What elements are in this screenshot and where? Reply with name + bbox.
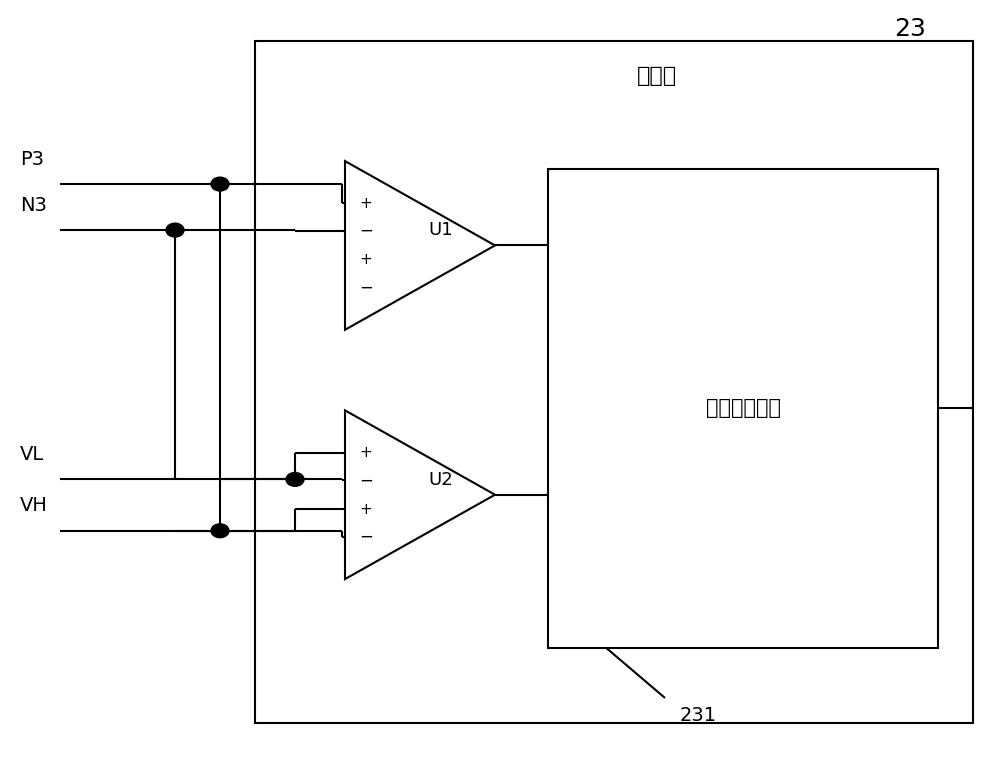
Text: U2: U2 [428,471,453,489]
Text: 锁存逻辑电路: 锁存逻辑电路 [706,398,781,419]
Polygon shape [345,410,495,579]
Circle shape [211,524,229,538]
Text: +: + [359,502,372,516]
Circle shape [211,177,229,191]
Text: N3: N3 [20,196,47,215]
Text: VH: VH [20,496,48,515]
Text: −: − [359,528,373,546]
Circle shape [166,223,184,237]
Text: P3: P3 [20,150,44,169]
Text: VL: VL [20,445,44,464]
Bar [255,41,973,723]
Text: −: − [359,222,373,240]
Text: +: + [359,252,372,267]
Text: 231: 231 [680,706,717,725]
Text: 比较器: 比较器 [637,66,677,86]
Text: 23: 23 [894,17,926,41]
Text: −: − [359,472,373,489]
Text: +: + [359,196,372,211]
Text: −: − [359,278,373,297]
Bar [548,169,938,648]
Circle shape [286,472,304,486]
Text: U1: U1 [428,222,453,239]
Polygon shape [345,161,495,330]
Text: +: + [359,445,372,460]
